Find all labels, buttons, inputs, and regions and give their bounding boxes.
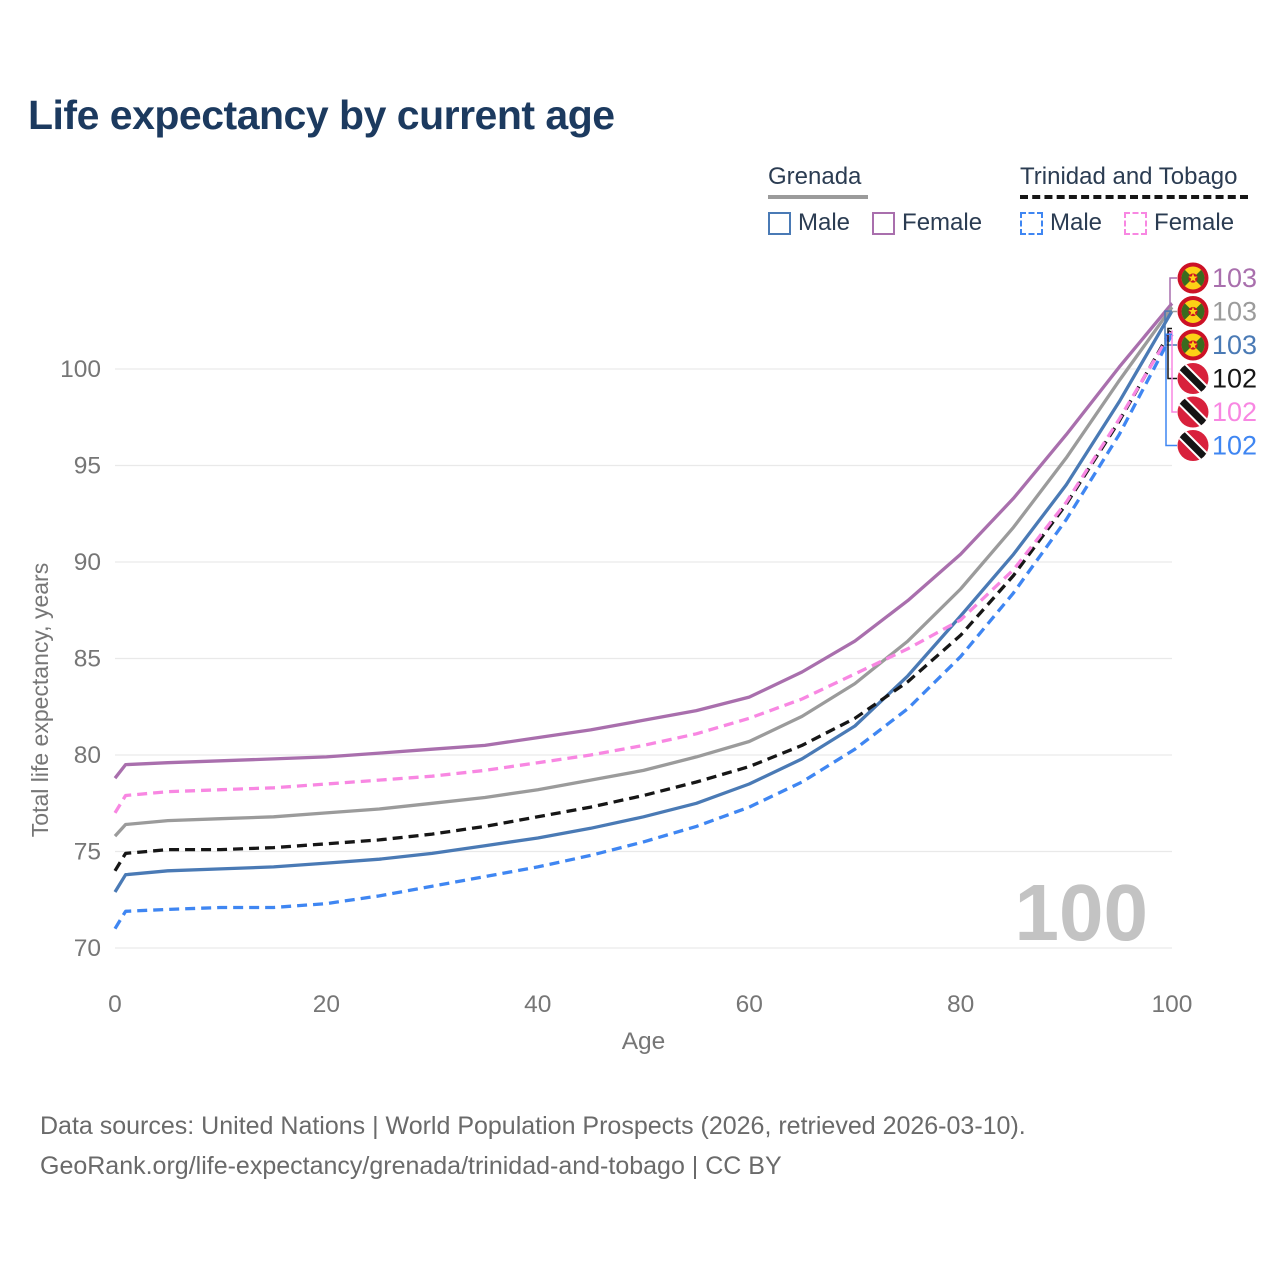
end-label-trinidad-and-tobago-female: 102 [1212, 397, 1257, 427]
age-watermark: 100 [1015, 868, 1148, 957]
leader-line-grenada-female [1169, 277, 1177, 305]
line-grenada-male[interactable] [113, 310, 1174, 893]
axis-labels: 70 75 80 85 90 95 100 0 20 40 60 80 100 Age Total life… [27, 356, 1192, 1055]
y-tick-90: 90 [74, 549, 101, 576]
x-tick-60: 60 [736, 991, 763, 1018]
line-grenada-both-sexes[interactable] [113, 306, 1174, 838]
x-tick-20: 20 [313, 991, 340, 1018]
leader-line-trinidad-and-tobago-female [1171, 330, 1177, 413]
trinidad-and-tobago-flag-icon [1177, 363, 1209, 395]
grenada-flag-icon [1178, 296, 1209, 327]
legend-item-grenada-male[interactable]: Male [768, 209, 850, 237]
legend-title-trinidad-and-tobago: Trinidad and Tobago [1020, 163, 1238, 190]
legend-label-grenada-female: Female [902, 209, 983, 236]
footer-line-url: GeoRank.org/life-expectancy/grenada/trin… [40, 1152, 782, 1180]
legend-title-grenada: Grenada [768, 163, 862, 190]
legend-line-sample-grenada [768, 195, 868, 199]
end-label-trinidad-and-tobago-both-sexes: 102 [1212, 364, 1257, 394]
legend-item-grenada-female[interactable]: Female [872, 209, 982, 237]
trinidad-and-tobago-flag-icon [1177, 396, 1209, 428]
legend-item-trinidad-and-tobago-male[interactable]: Male [1020, 209, 1102, 237]
line-trinidad-and-tobago-both-sexes[interactable] [113, 327, 1174, 872]
end-label-grenada-both-sexes: 103 [1212, 297, 1257, 327]
footer-attribution: Data sources: United Nations | World Pop… [40, 1106, 1026, 1186]
x-tick-80: 80 [947, 991, 974, 1018]
leader-line-grenada-male [1164, 310, 1177, 346]
legend-group-trinidad-and-tobago: Trinidad and Tobago Male Female [1020, 163, 1248, 237]
legend-line-sample-trinidad-and-tobago [1020, 195, 1248, 199]
y-tick-80: 80 [74, 742, 101, 769]
leader-line-grenada-both-sexes [1170, 306, 1177, 313]
leader-line-trinidad-and-tobago-male [1165, 333, 1177, 447]
gridlines [115, 368, 1172, 949]
watermark-age-100: 100 [1015, 868, 1148, 957]
legend-label-grenada-male: Male [798, 209, 851, 236]
y-tick-100: 100 [60, 356, 101, 383]
page-title: Life expectancy by current age [28, 92, 615, 138]
footer-line-datasource: Data sources: United Nations | World Pop… [40, 1112, 1026, 1140]
grenada-flag-icon [1178, 263, 1209, 294]
legend-checkbox-grenada-female[interactable] [872, 211, 896, 235]
y-tick-85: 85 [74, 646, 101, 673]
legend-group-grenada: Grenada Male Female [768, 163, 982, 237]
y-axis-title: Total life expectancy, years [27, 563, 53, 837]
x-axis-title: Age [622, 1028, 666, 1055]
line-grenada-female[interactable] [113, 302, 1174, 780]
legend-checkbox-trinidad-and-tobago-male[interactable] [1020, 211, 1043, 235]
series-lines [113, 302, 1174, 930]
trinidad-and-tobago-flag-icon [1177, 430, 1209, 462]
line-trinidad-and-tobago-female[interactable] [113, 329, 1174, 814]
legend-checkbox-trinidad-and-tobago-female[interactable] [1124, 211, 1148, 235]
legend-item-trinidad-and-tobago-female[interactable]: Female [1124, 209, 1234, 237]
x-tick-0: 0 [108, 991, 122, 1018]
y-tick-75: 75 [74, 839, 101, 866]
end-label-trinidad-and-tobago-male: 102 [1212, 431, 1257, 461]
legend-label-trinidad-and-tobago-female: Female [1154, 209, 1235, 236]
x-tick-100: 100 [1152, 991, 1193, 1018]
x-tick-40: 40 [524, 991, 551, 1018]
grenada-flag-icon [1178, 330, 1209, 361]
legend-checkbox-grenada-male[interactable] [768, 211, 791, 235]
end-label-grenada-male: 103 [1212, 330, 1257, 360]
y-tick-95: 95 [74, 453, 101, 480]
end-label-grenada-female: 103 [1212, 263, 1257, 293]
legend-label-trinidad-and-tobago-male: Male [1050, 209, 1103, 236]
y-tick-70: 70 [74, 935, 101, 962]
line-trinidad-and-tobago-male[interactable] [113, 333, 1174, 930]
